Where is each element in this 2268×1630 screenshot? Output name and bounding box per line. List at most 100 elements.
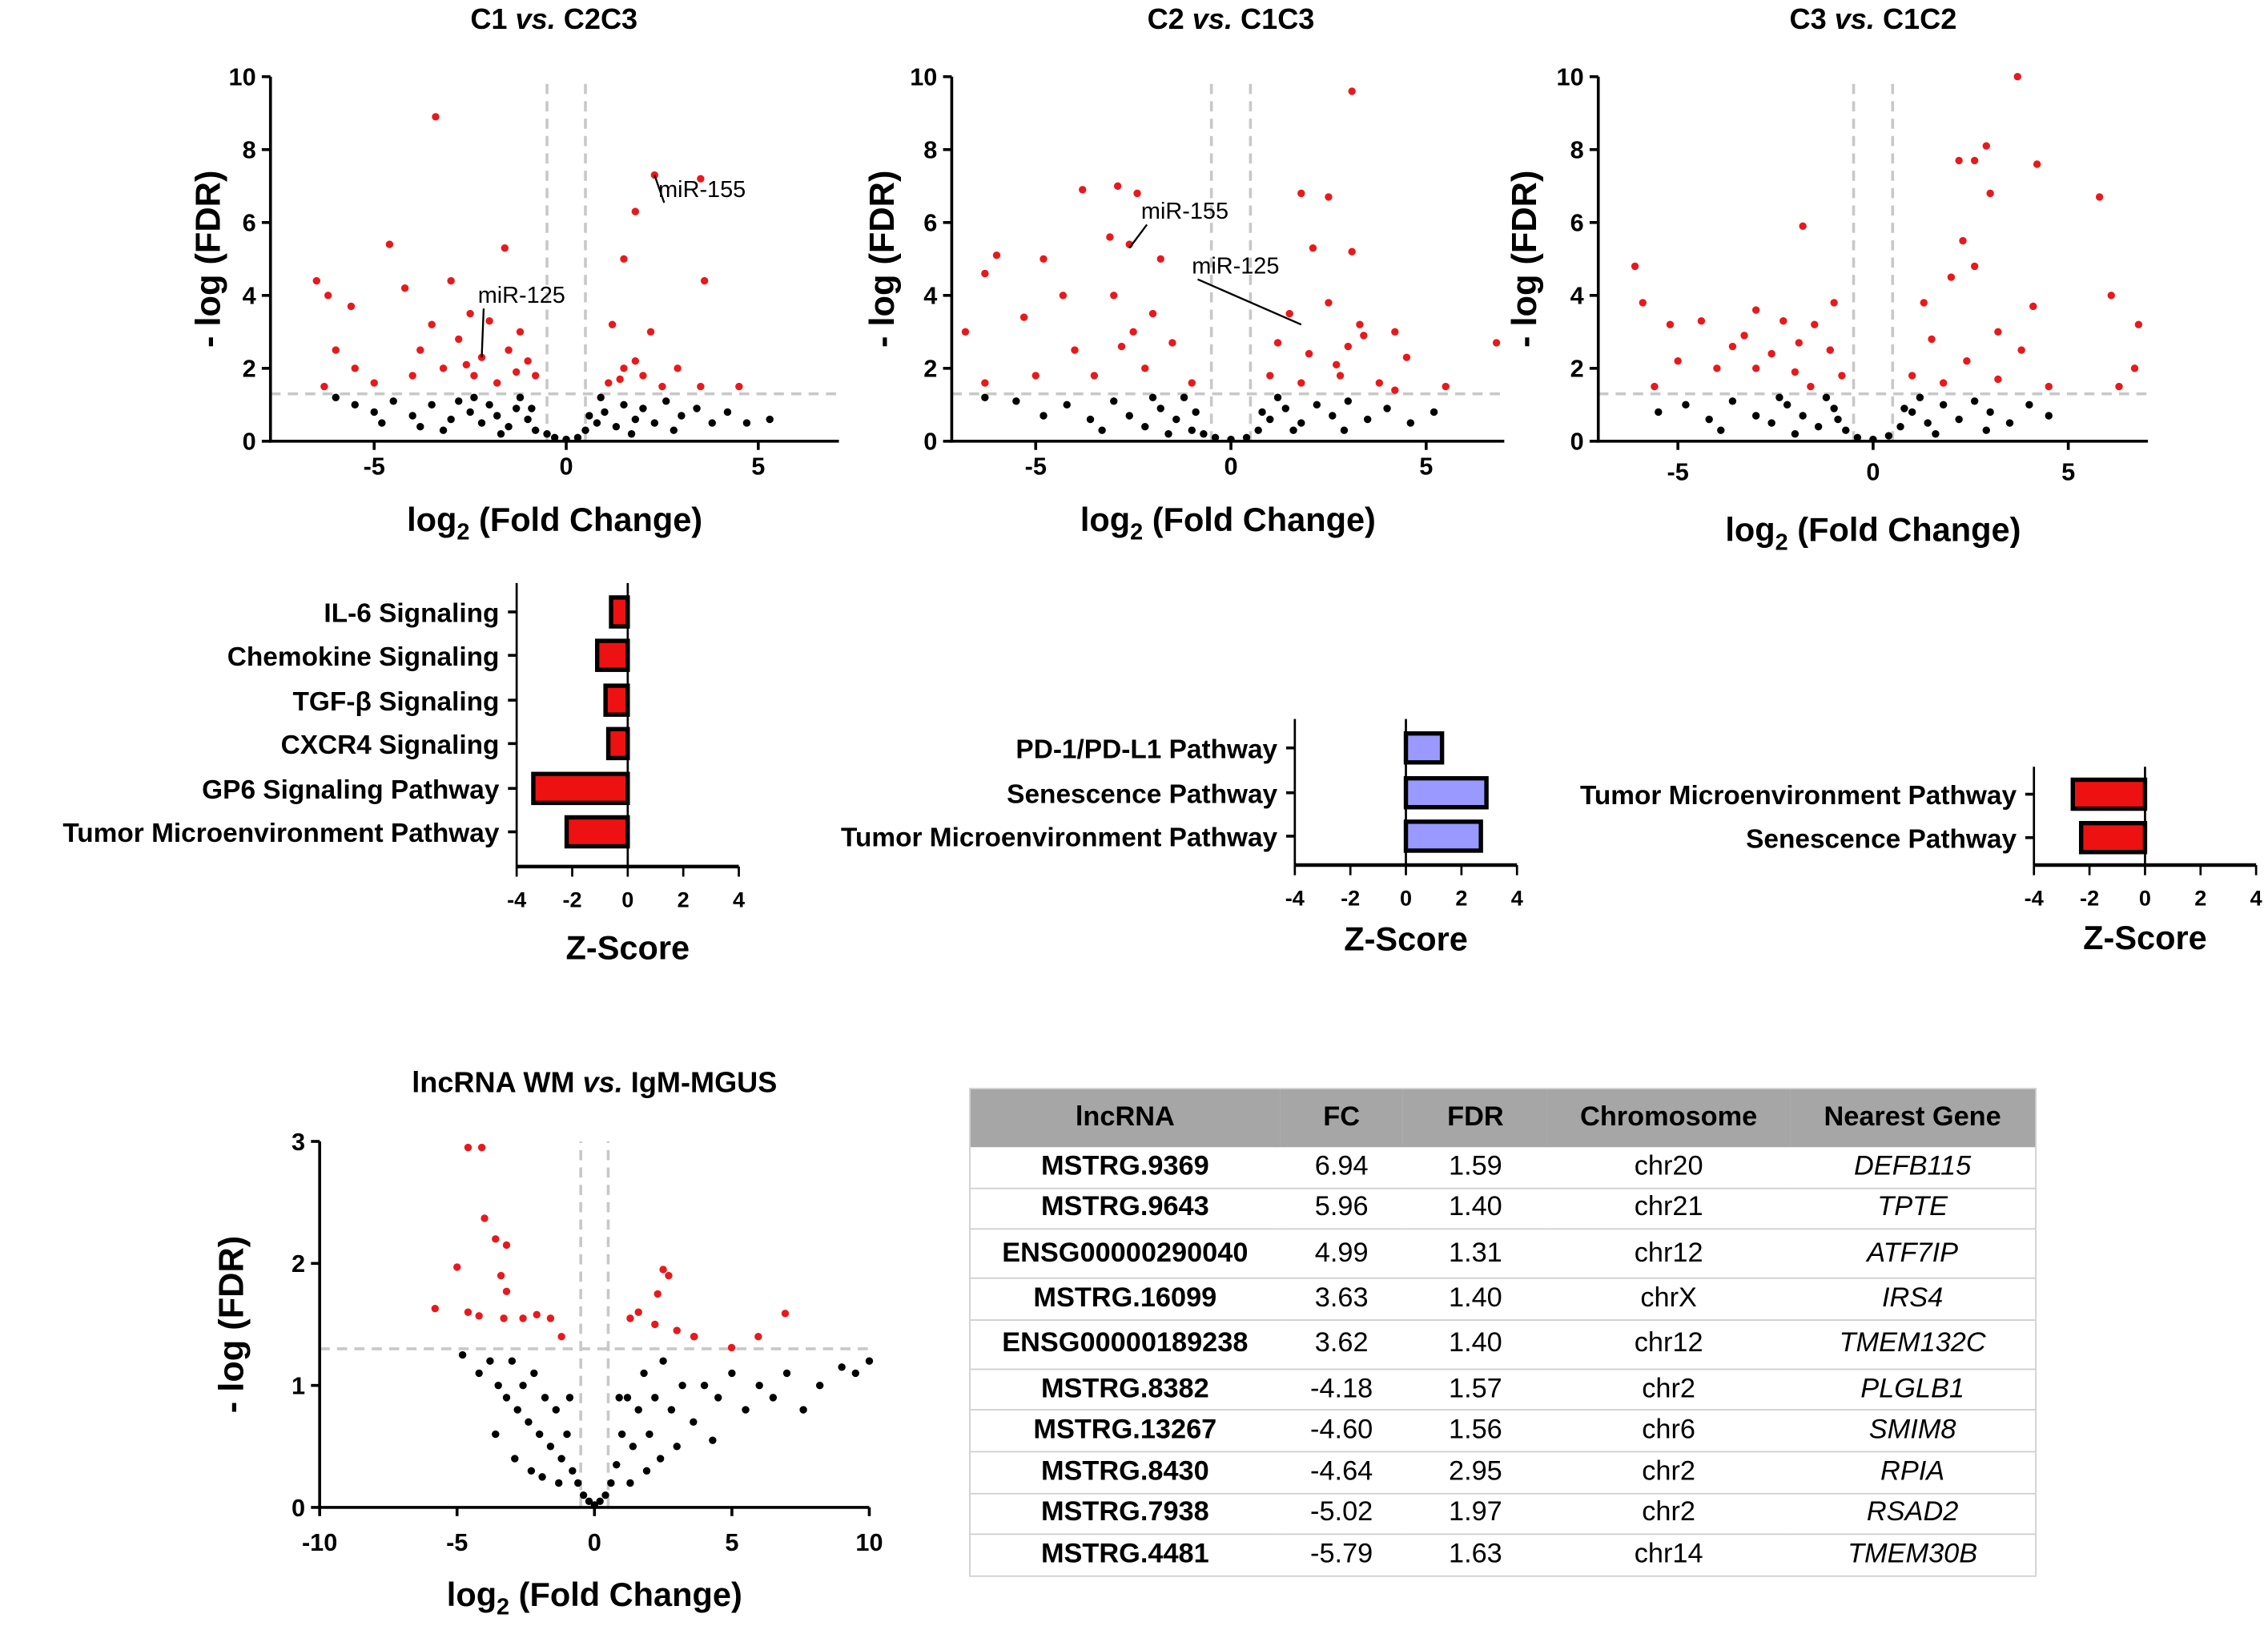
nonsignificant-point — [678, 1381, 686, 1390]
nonsignificant-point — [528, 404, 536, 413]
nonsignificant-point — [782, 1369, 791, 1378]
x-tick-label: -10 — [302, 1528, 337, 1556]
y-tick-label: 3 — [292, 1128, 305, 1156]
significant-point — [2115, 382, 2123, 391]
nonsignificant-point — [1406, 419, 1415, 427]
significant-point — [1391, 386, 1399, 394]
title-vs: vs. — [508, 2, 564, 35]
table-row: ENSG00000189238 3.62 1.40 chr12 TMEM132C — [969, 1319, 2037, 1370]
nearest-gene-cell: TMEM30B — [1790, 1534, 2037, 1577]
y-tick-label: 0 — [243, 428, 256, 456]
y-tick-label: 10 — [910, 63, 937, 91]
nonsignificant-point — [1916, 393, 1924, 401]
annotation-label: miR-155 — [1141, 199, 1228, 224]
lncrna-id-cell: ENSG00000290040 — [969, 1229, 1280, 1279]
significant-point — [400, 284, 409, 292]
fc-cell: 3.62 — [1279, 1319, 1404, 1370]
x-label-part: log — [447, 1576, 497, 1613]
significant-point — [1360, 332, 1368, 340]
chromosome-cell: chr2 — [1547, 1369, 1791, 1411]
nonsignificant-point — [639, 404, 647, 413]
nonsignificant-point — [723, 408, 732, 417]
significant-point — [1348, 87, 1356, 95]
title-part: C1C2 — [1883, 2, 1956, 35]
chromosome-cell: chr20 — [1547, 1147, 1791, 1189]
nonsignificant-point — [1799, 412, 1807, 420]
nonsignificant-point — [1012, 397, 1020, 405]
annotation-leader-line — [481, 308, 485, 358]
nonsignificant-point — [485, 400, 493, 409]
zscore-bar — [609, 595, 630, 629]
nonsignificant-point — [1900, 404, 1908, 413]
nonsignificant-point — [678, 412, 686, 420]
category-label: PD-1/PD-L1 Pathway — [1015, 735, 1277, 764]
lncrna-id-cell: MSTRG.7938 — [969, 1493, 1280, 1535]
significant-point — [1826, 346, 1834, 354]
nonsignificant-point — [838, 1363, 846, 1371]
nonsignificant-point — [1156, 404, 1164, 413]
nonsignificant-point — [1125, 412, 1133, 420]
significant-point — [501, 243, 509, 252]
significant-point — [2130, 364, 2139, 372]
nonsignificant-point — [332, 393, 340, 401]
nonsignificant-point — [816, 1381, 824, 1390]
nonsignificant-point — [527, 1467, 536, 1475]
significant-point — [2013, 73, 2021, 81]
significant-point — [690, 1333, 698, 1341]
nearest-gene-cell: ATF7IP — [1790, 1229, 2037, 1279]
significant-point — [697, 175, 705, 183]
significant-point — [492, 1235, 500, 1243]
significant-point — [1811, 320, 1819, 328]
lncrna-id-cell: MSTRG.8430 — [969, 1451, 1280, 1494]
significant-point — [1344, 342, 1353, 351]
significant-point — [1492, 339, 1501, 347]
table-row: MSTRG.13267 -4.60 1.56 chr6 SMIM8 — [969, 1410, 2037, 1453]
significant-point — [650, 171, 659, 179]
significant-point — [735, 382, 743, 391]
x-tick-label: -4 — [2025, 886, 2044, 911]
nonsignificant-point — [601, 408, 609, 417]
significant-point — [1113, 182, 1122, 190]
table-row: MSTRG.7938 -5.02 1.97 chr2 RSAD2 — [969, 1493, 2037, 1535]
nonsignificant-point — [1728, 397, 1737, 405]
x-label-subscript: 2 — [1775, 529, 1788, 555]
significant-point — [1156, 255, 1164, 263]
nonsignificant-point — [1313, 400, 1321, 409]
nearest-gene-cell: IRS4 — [1790, 1278, 2037, 1321]
significant-point — [2033, 160, 2041, 168]
nonsignificant-point — [662, 397, 670, 405]
nearest-gene-cell: TMEM132C — [1790, 1319, 2037, 1370]
nonsignificant-point — [1329, 412, 1337, 420]
zscore-bar-chart: PD-1/PD-L1 Pathway Senescence Pathway Tumo… — [841, 718, 1523, 958]
nonsignificant-point — [563, 1430, 571, 1439]
chart-title: lncRNA WM vs. IgM-MGUS — [412, 1066, 777, 1099]
x-label-part: (Fold Change) — [1143, 501, 1376, 538]
zscore-bar — [605, 726, 630, 761]
significant-point — [659, 1266, 667, 1274]
significant-point — [2095, 193, 2104, 201]
significant-point — [781, 1310, 790, 1318]
zscore-bar — [2078, 820, 2148, 855]
nonsignificant-point — [1086, 415, 1095, 424]
nonsignificant-point — [1188, 426, 1196, 434]
category-label: TGF-β Signaling — [293, 687, 500, 717]
zscore-bar-chart: Tumor Microenvironment Pathway Senescence… — [1580, 767, 2262, 956]
nonsignificant-point — [470, 393, 478, 401]
nonsignificant-point — [1822, 393, 1831, 401]
zscore-bar — [1403, 775, 1489, 810]
chromosome-cell: chr6 — [1547, 1410, 1791, 1453]
significant-point — [1336, 372, 1345, 380]
x-tick-label: 2 — [1455, 886, 1467, 911]
category-label: IL-6 Signaling — [324, 599, 499, 629]
nonsignificant-point — [492, 1430, 500, 1439]
nonsignificant-point — [627, 430, 636, 438]
nearest-gene-cell: RPIA — [1790, 1451, 2037, 1494]
nonsignificant-point — [1791, 430, 1800, 438]
nonsignificant-point — [700, 1381, 709, 1390]
significant-point — [462, 360, 471, 368]
significant-point — [1348, 248, 1356, 256]
nonsignificant-point — [1783, 400, 1791, 409]
significant-point — [505, 346, 513, 354]
significant-point — [981, 269, 989, 278]
significant-point — [1090, 372, 1099, 380]
